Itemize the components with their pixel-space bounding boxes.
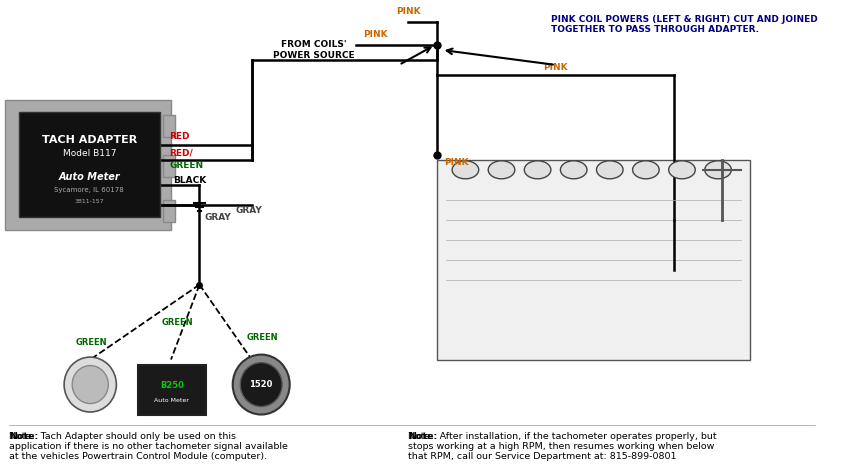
- Text: Note:: Note:: [10, 431, 39, 440]
- Text: 3811-157: 3811-157: [75, 199, 104, 204]
- Text: PINK COIL POWERS (LEFT & RIGHT) CUT AND JOINED
TOGETHER TO PASS THROUGH ADAPTER.: PINK COIL POWERS (LEFT & RIGHT) CUT AND …: [551, 15, 818, 34]
- Text: Model B117: Model B117: [62, 149, 116, 158]
- Ellipse shape: [488, 161, 515, 179]
- Text: Note:  Tach Adapter should only be used on this
application if there is no other: Note: Tach Adapter should only be used o…: [10, 431, 288, 461]
- Ellipse shape: [705, 161, 732, 179]
- Ellipse shape: [240, 362, 282, 407]
- Text: PINK: PINK: [543, 63, 568, 72]
- Text: Auto Meter: Auto Meter: [58, 172, 120, 182]
- Text: PINK: PINK: [363, 30, 387, 39]
- Ellipse shape: [524, 161, 551, 179]
- Text: TACH ADAPTER: TACH ADAPTER: [42, 135, 137, 145]
- Bar: [138, 365, 206, 415]
- Ellipse shape: [233, 354, 290, 415]
- Ellipse shape: [596, 161, 623, 179]
- Text: GRAY: GRAY: [204, 213, 231, 222]
- Text: Auto Meter: Auto Meter: [155, 398, 189, 402]
- Text: GREEN: GREEN: [247, 333, 279, 342]
- Ellipse shape: [561, 161, 587, 179]
- Ellipse shape: [668, 161, 695, 179]
- Ellipse shape: [452, 161, 479, 179]
- Text: BLACK: BLACK: [173, 176, 206, 185]
- Text: GREEN: GREEN: [161, 318, 193, 327]
- Text: 1520: 1520: [249, 380, 273, 389]
- Text: RED/: RED/: [169, 149, 193, 158]
- Bar: [163, 115, 174, 137]
- Text: Note:  After installation, if the tachometer operates properly, but
stops workin: Note: After installation, if the tachome…: [409, 431, 717, 461]
- Text: PINK: PINK: [444, 158, 469, 167]
- Ellipse shape: [64, 357, 116, 412]
- Text: GREEN: GREEN: [76, 337, 108, 346]
- Bar: [19, 112, 160, 217]
- Bar: [437, 160, 750, 360]
- Text: RED: RED: [169, 132, 189, 141]
- Bar: [4, 100, 171, 230]
- Text: PINK: PINK: [396, 7, 421, 16]
- Bar: [163, 200, 174, 222]
- Text: FROM COILS'
POWER SOURCE: FROM COILS' POWER SOURCE: [273, 40, 354, 60]
- Ellipse shape: [72, 366, 108, 404]
- Text: GREEN: GREEN: [169, 161, 203, 170]
- Ellipse shape: [633, 161, 659, 179]
- Text: Note:: Note:: [409, 431, 437, 440]
- Bar: [163, 155, 174, 177]
- Text: B250: B250: [160, 381, 184, 390]
- Text: Sycamore, IL 60178: Sycamore, IL 60178: [55, 187, 124, 193]
- Text: GRAY: GRAY: [235, 206, 262, 215]
